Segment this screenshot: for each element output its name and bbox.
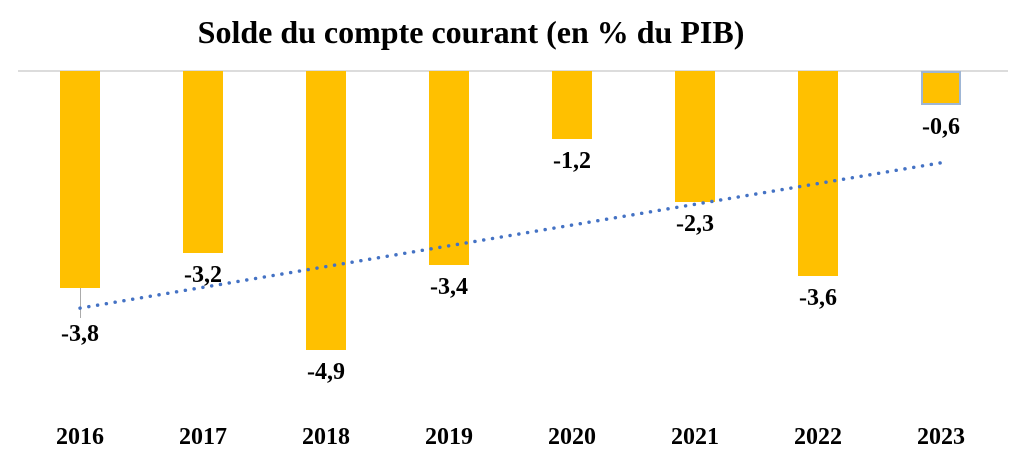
data-label-2023: -0,6: [922, 114, 960, 141]
data-label-2020: -1,2: [553, 148, 591, 175]
data-label-2016: -3,8: [61, 320, 99, 347]
x-axis-label-2020: 2020: [548, 424, 596, 450]
x-axis-label-2023: 2023: [917, 424, 965, 450]
data-label-2022: -3,6: [799, 285, 837, 312]
bar-2022[interactable]: [798, 71, 838, 277]
bar-2016[interactable]: [60, 71, 100, 288]
bar-2019[interactable]: [429, 71, 469, 265]
x-axis-zero-line: [18, 70, 1008, 72]
x-axis-label-2017: 2017: [179, 424, 227, 450]
bar-2018[interactable]: [306, 71, 346, 351]
x-axis-label-2021: 2021: [671, 424, 719, 450]
bar-2020[interactable]: [552, 71, 592, 140]
x-axis-label-2016: 2016: [56, 424, 104, 450]
x-axis-label-2019: 2019: [425, 424, 473, 450]
leader-line-2016: [79, 287, 81, 318]
data-label-2021: -2,3: [676, 211, 714, 238]
bar-2017[interactable]: [183, 71, 223, 254]
data-label-2018: -4,9: [307, 359, 345, 386]
data-label-2019: -3,4: [430, 273, 468, 300]
x-axis-label-2022: 2022: [794, 424, 842, 450]
bar-2021[interactable]: [675, 71, 715, 203]
chart-title: Solde du compte courant (en % du PIB): [197, 14, 745, 50]
x-axis-label-2018: 2018: [302, 424, 350, 450]
data-label-2017: -3,2: [184, 262, 222, 289]
bar-2023[interactable]: [921, 71, 961, 106]
